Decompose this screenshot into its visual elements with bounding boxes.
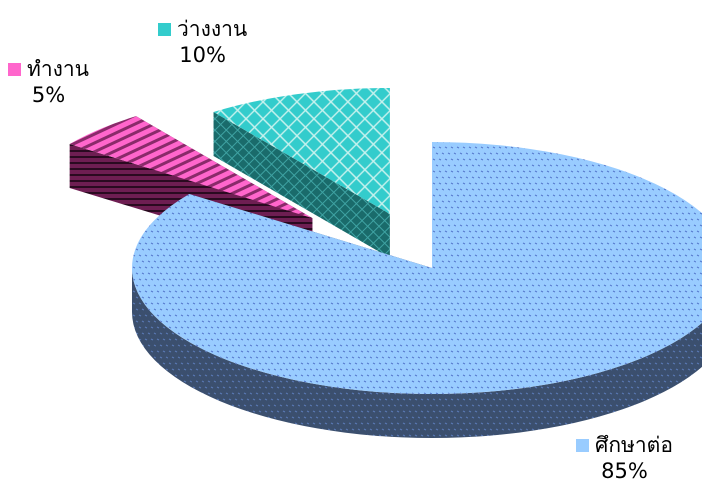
pie-slice-working-top (69, 116, 313, 219)
slice-percent-further-study: 85% (601, 459, 648, 483)
legend-key-further-study (576, 438, 589, 452)
legend-key-unemployed (158, 22, 171, 36)
pie-slice-further-study-wall (132, 268, 702, 438)
pie-slice-further-study-top (132, 142, 702, 394)
legend-key-working (8, 62, 21, 76)
slice-label-further-study: ศึกษาต่อ 85% (576, 432, 673, 484)
slice-name-working: ทำงาน (27, 57, 90, 81)
slice-label-unemployed: ว่างงาน 10% (158, 16, 247, 68)
slice-label-working: ทำงาน 5% (8, 56, 89, 108)
pie-slices (69, 87, 702, 438)
slice-percent-unemployed: 10% (179, 43, 226, 67)
slice-name-unemployed: ว่างงาน (177, 17, 248, 41)
pie-slice-unemployed-top (213, 87, 390, 214)
pie-slice-further-study (132, 142, 702, 438)
pie-slice-unemployed (213, 87, 390, 258)
pie-slice-unemployed-side (213, 112, 390, 258)
slice-percent-working: 5% (31, 83, 66, 107)
slice-name-further-study: ศึกษาต่อ (595, 433, 673, 457)
